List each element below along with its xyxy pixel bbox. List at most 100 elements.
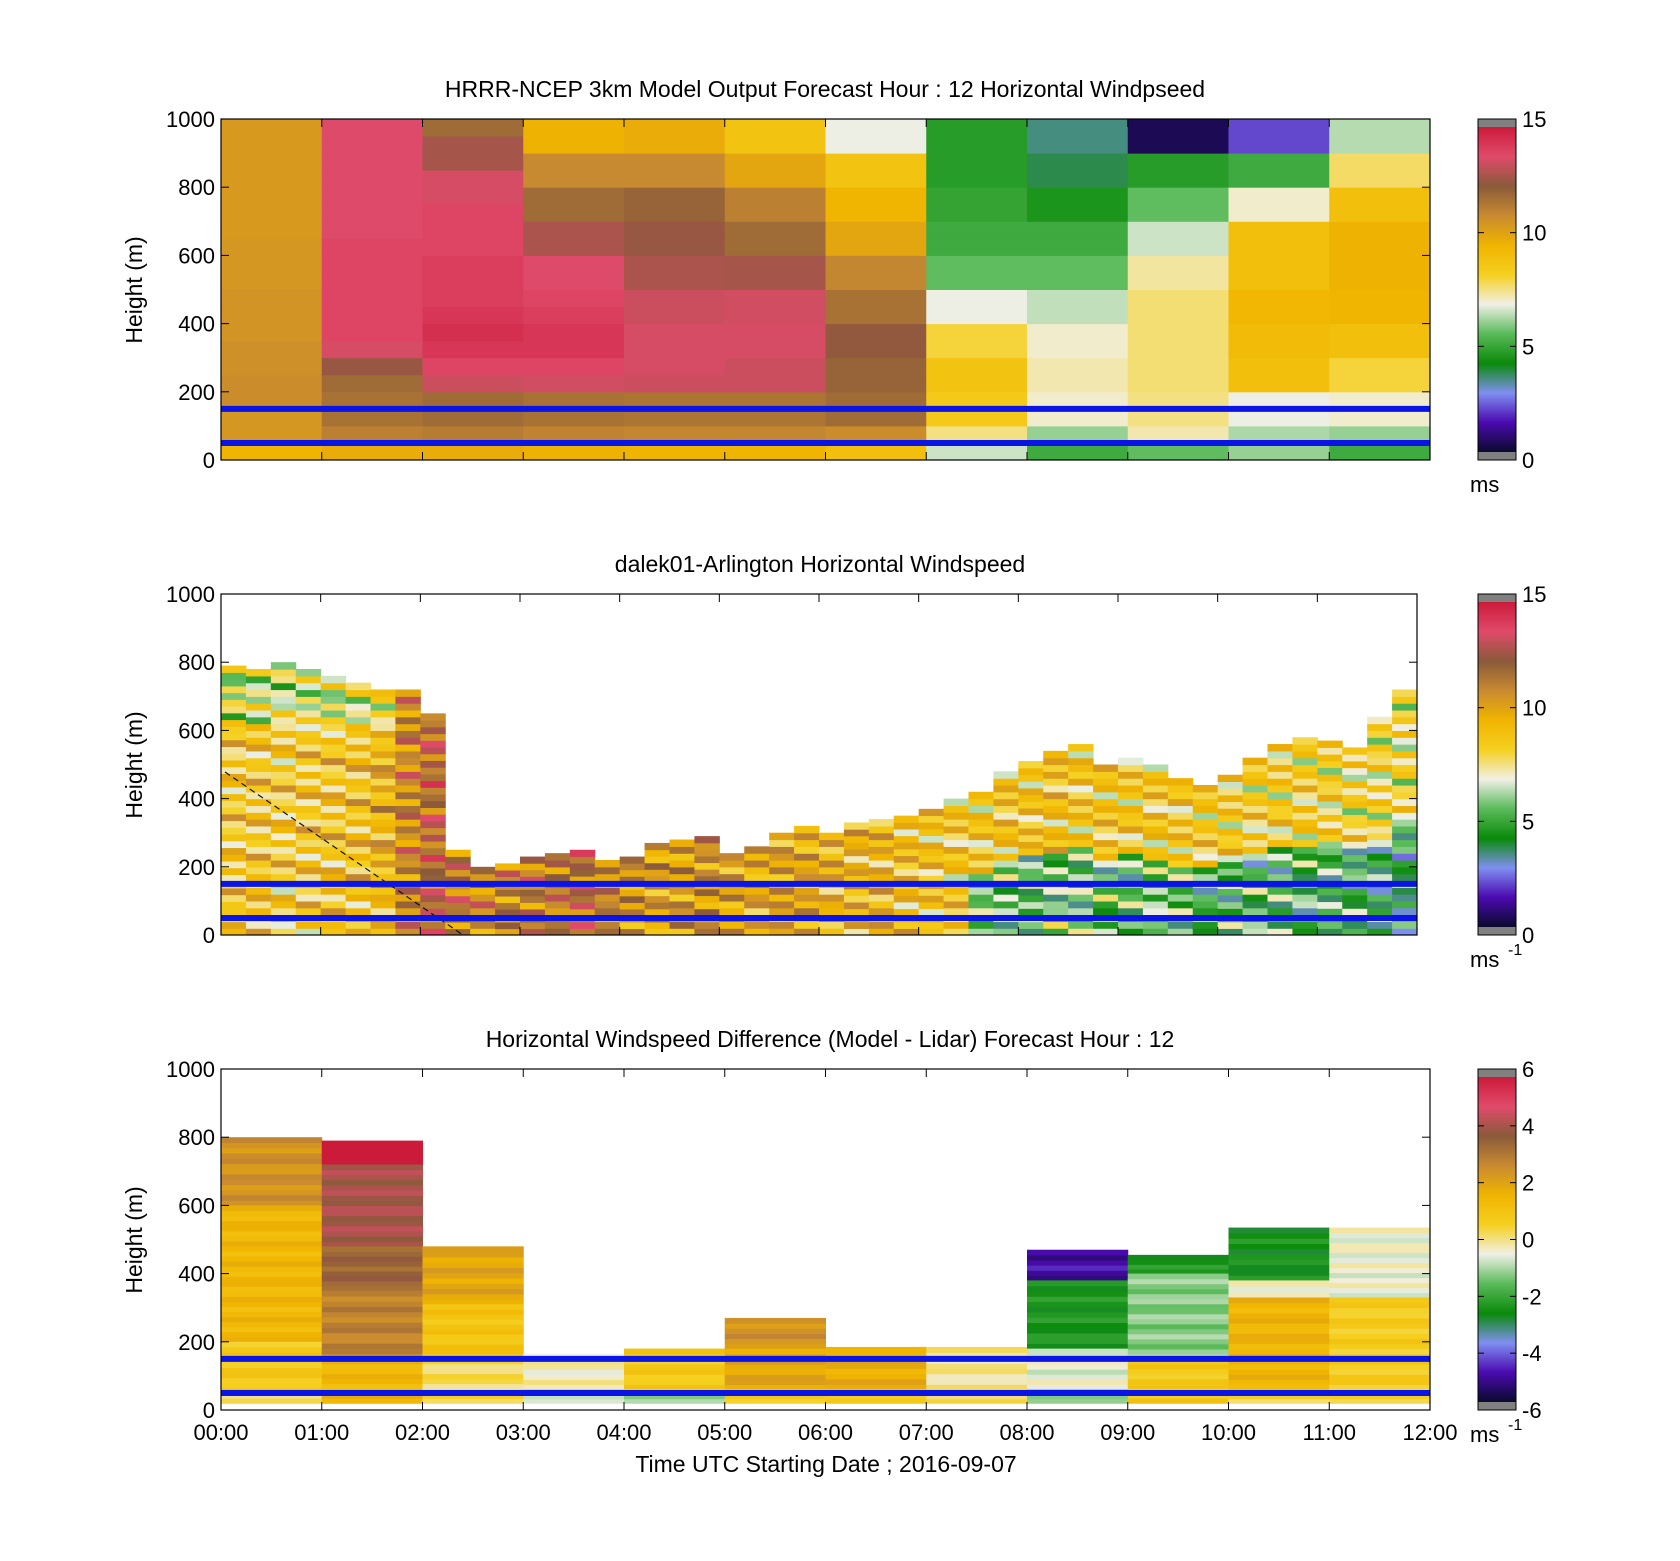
- heatmap-cell: [270, 887, 297, 895]
- heatmap-cell: [926, 306, 1028, 325]
- heatmap-cell: [320, 703, 347, 711]
- heatmap-cell: [943, 819, 969, 827]
- heatmap-cell: [270, 716, 297, 725]
- heatmap-cell: [1217, 788, 1244, 796]
- heatmap-cell: [1292, 812, 1318, 820]
- boundary-lines: [221, 405, 1430, 446]
- heatmap-cell: [520, 928, 546, 935]
- heatmap-cell: [744, 853, 770, 861]
- heatmap-cell: [1192, 894, 1219, 902]
- heatmap-cell: [893, 828, 920, 837]
- heatmap-cell: [245, 866, 272, 875]
- heatmap-cell: [295, 709, 322, 718]
- heatmap-cell: [345, 853, 371, 861]
- heatmap-cell: [769, 839, 795, 847]
- heatmap-cell: [1217, 868, 1244, 876]
- heatmap-cell: [1329, 1242, 1430, 1249]
- heatmap-cell: [321, 1184, 423, 1191]
- heatmap-cell: [221, 1210, 323, 1217]
- heatmap-cell: [794, 866, 820, 875]
- heatmap-cell: [370, 866, 396, 875]
- heatmap-cell: [245, 723, 272, 731]
- heatmap-cell: [918, 808, 945, 817]
- heatmap-cell: [1228, 1227, 1330, 1234]
- heatmap-cell: [221, 1147, 323, 1154]
- heatmap-cell: [744, 873, 770, 882]
- heatmap-cell: [320, 873, 347, 882]
- heatmap-cell: [769, 853, 795, 861]
- heatmap-cell: [968, 798, 994, 807]
- heatmap-cell: [594, 887, 621, 895]
- heatmap-cell: [1192, 784, 1219, 793]
- heatmap-cell: [321, 1230, 423, 1237]
- heatmap-cell: [420, 740, 446, 748]
- x-tick-label: 00:00: [193, 1420, 248, 1445]
- heatmap-cell: [1228, 1291, 1330, 1299]
- heatmap-cell: [943, 900, 969, 909]
- heatmap-cell: [843, 862, 870, 870]
- heatmap-cell: [345, 907, 371, 916]
- heatmap-cell: [422, 391, 524, 410]
- heatmap-cell: [724, 408, 826, 427]
- heatmap-cell: [1329, 1379, 1430, 1386]
- heatmap-cell: [495, 921, 521, 930]
- heatmap-cell: [544, 900, 571, 909]
- heatmap-cell: [1127, 1363, 1229, 1370]
- heatmap-cell: [221, 833, 247, 842]
- heatmap-cell: [1027, 1296, 1129, 1303]
- heatmap-cell: [1242, 928, 1268, 935]
- heatmap-cell: [1068, 805, 1094, 813]
- heatmap-cell: [370, 764, 396, 772]
- heatmap-cell: [221, 739, 247, 748]
- heatmap-cell: [724, 136, 826, 154]
- heatmap-cell: [719, 887, 745, 895]
- heatmap-cell: [1127, 289, 1229, 308]
- heatmap-cell: [1127, 119, 1229, 137]
- heatmap-cell: [1167, 921, 1194, 929]
- heatmap-cell: [1018, 761, 1044, 769]
- heatmap-cell: [370, 696, 396, 704]
- heatmap-cell: [1167, 791, 1194, 800]
- heatmap-cell: [968, 928, 994, 935]
- heatmap-cell: [445, 902, 471, 910]
- heatmap-cell: [320, 832, 347, 841]
- heatmap-cell: [1043, 907, 1069, 916]
- heatmap-cell: [321, 1327, 423, 1334]
- heatmap-cell: [1329, 1227, 1430, 1234]
- heatmap-cell: [893, 888, 920, 896]
- y-tick-label: 0: [203, 448, 215, 473]
- heatmap-cell: [1018, 834, 1044, 842]
- heatmap-cell: [221, 1194, 323, 1201]
- colorbar-frame: [1477, 593, 1517, 936]
- heatmap-cell: [1329, 1328, 1430, 1334]
- heatmap-cell: [1093, 784, 1119, 793]
- heatmap-cell: [926, 153, 1028, 171]
- heatmap-cell: [724, 1343, 826, 1350]
- heatmap-cell: [669, 900, 695, 909]
- heatmap-cell: [624, 323, 726, 342]
- heatmap-cell: [221, 1326, 323, 1333]
- heatmap-cell: [1127, 1264, 1229, 1270]
- heatmap-cell: [1367, 832, 1393, 841]
- heatmap-cell: [569, 849, 596, 857]
- heatmap-cell: [1118, 887, 1144, 895]
- heatmap-cell: [1027, 425, 1129, 444]
- heatmap-cell: [1329, 1262, 1430, 1269]
- heatmap-cell: [345, 812, 371, 820]
- heatmap-cell: [395, 798, 421, 807]
- heatmap-cell: [1392, 784, 1417, 793]
- heatmap-cell: [1118, 764, 1144, 772]
- heatmap-cell: [644, 842, 670, 851]
- heatmap-cell: [221, 442, 323, 460]
- heatmap-cell: [744, 846, 770, 854]
- heatmap-cell: [794, 846, 820, 854]
- heatmap-cell: [321, 306, 423, 325]
- heatmap-cell: [221, 1346, 323, 1353]
- heatmap-cell: [825, 170, 927, 188]
- heatmap-cell: [1292, 832, 1318, 841]
- heatmap-cell: [1317, 861, 1343, 869]
- heatmap-cell: [422, 1348, 524, 1355]
- heatmap-cell: [1367, 928, 1393, 935]
- heatmap-cell: [1329, 289, 1430, 308]
- heatmap-cell: [1118, 778, 1144, 786]
